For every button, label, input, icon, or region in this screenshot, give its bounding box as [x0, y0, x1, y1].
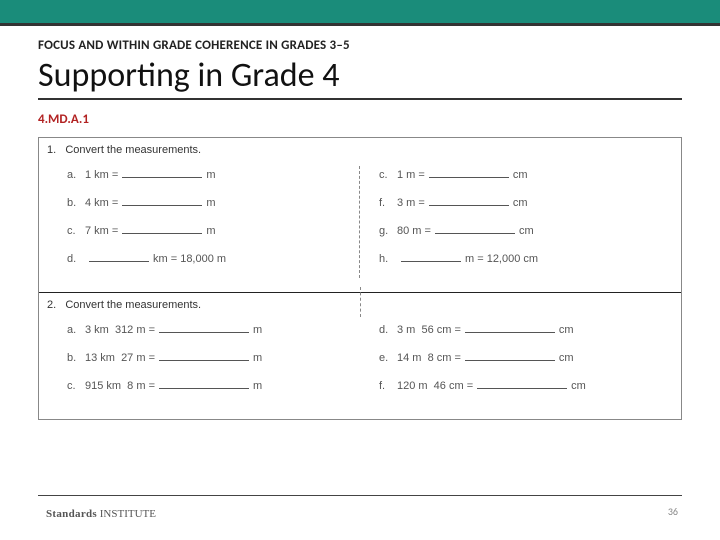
item-row: c. 7 km = m — [67, 222, 347, 250]
blank-line — [122, 194, 202, 206]
item-row: f. 3 m = cm — [379, 194, 659, 222]
item-unit: cm — [513, 197, 528, 209]
item-unit: cm — [519, 225, 534, 237]
blank-line — [429, 166, 509, 178]
blank-line — [89, 250, 149, 262]
item-letter: f. — [379, 197, 397, 209]
item-letter: c. — [67, 225, 85, 237]
item-letter: c. — [67, 380, 85, 392]
item-unit: cm — [559, 324, 574, 336]
item-unit: m — [206, 169, 215, 181]
footer-logo: Standards INSTITUTE — [46, 508, 156, 520]
section-1-prompt: Convert the measurements. — [65, 144, 201, 156]
item-row: d. km = 18,000 m — [67, 250, 347, 278]
item-text: 13 km 27 m = — [85, 352, 155, 364]
blank-line — [465, 349, 555, 361]
footer-logo-rest: INSTITUTE — [97, 508, 156, 520]
item-text: 120 m 46 cm = — [397, 380, 473, 392]
slide-content: FOCUS AND WITHIN GRADE COHERENCE IN GRAD… — [0, 26, 720, 420]
item-unit: m — [253, 380, 262, 392]
item-row: g. 80 m = cm — [379, 222, 659, 250]
item-row: h. m = 12,000 cm — [379, 250, 659, 278]
blank-line — [122, 222, 202, 234]
top-bar — [0, 0, 720, 26]
item-row: b. 13 km 27 m = m — [67, 349, 347, 377]
item-text: 3 m = — [397, 197, 425, 209]
section-2-right-col: d. 3 m 56 cm = cm e. 14 m 8 cm = cm f. 1… — [359, 321, 671, 405]
item-unit: cm — [571, 380, 586, 392]
section-2-header: 2. Convert the measurements. — [47, 299, 671, 311]
item-text: 915 km 8 m = — [85, 380, 155, 392]
column-divider — [359, 166, 360, 278]
standard-code: 4.MD.A.1 — [38, 112, 682, 127]
item-letter: b. — [67, 352, 85, 364]
eyebrow-text: FOCUS AND WITHIN GRADE COHERENCE IN GRAD… — [38, 38, 682, 53]
section-2-prompt: Convert the measurements. — [65, 299, 201, 311]
blank-line — [159, 377, 249, 389]
item-row: e. 14 m 8 cm = cm — [379, 349, 659, 377]
section-2-left-col: a. 3 km 312 m = m b. 13 km 27 m = m c. 9… — [47, 321, 359, 405]
footer-rule — [38, 495, 682, 496]
item-text: 7 km = — [85, 225, 118, 237]
item-row: c. 915 km 8 m = m — [67, 377, 347, 405]
item-row: a. 1 km = m — [67, 166, 347, 194]
blank-line — [465, 321, 555, 333]
item-letter: a. — [67, 324, 85, 336]
item-row: d. 3 m 56 cm = cm — [379, 321, 659, 349]
item-text: km = 18,000 m — [153, 253, 226, 265]
item-row: a. 3 km 312 m = m — [67, 321, 347, 349]
item-letter: b. — [67, 197, 85, 209]
item-unit: m — [206, 225, 215, 237]
page-title: Supporting in Grade 4 — [38, 55, 682, 100]
item-letter: f. — [379, 380, 397, 392]
item-text: 3 m 56 cm = — [397, 324, 461, 336]
worksheet: 1. Convert the measurements. a. 1 km = m… — [38, 137, 682, 420]
page-number: 36 — [668, 505, 678, 518]
item-unit: m — [206, 197, 215, 209]
section-1-num: 1. — [47, 144, 56, 156]
item-text: 3 km 312 m = — [85, 324, 155, 336]
item-unit: m — [253, 352, 262, 364]
item-letter: e. — [379, 352, 397, 364]
item-letter: d. — [67, 253, 85, 265]
item-row: b. 4 km = m — [67, 194, 347, 222]
item-text: m = 12,000 cm — [465, 253, 538, 265]
footer-logo-bold: Standards — [46, 508, 97, 520]
item-unit: cm — [513, 169, 528, 181]
item-text: 4 km = — [85, 197, 118, 209]
item-letter: h. — [379, 253, 397, 265]
column-divider — [360, 287, 361, 317]
item-letter: d. — [379, 324, 397, 336]
section-2-num: 2. — [47, 299, 56, 311]
item-row: c. 1 m = cm — [379, 166, 659, 194]
worksheet-section-2: 2. Convert the measurements. a. 3 km 312… — [39, 292, 681, 419]
blank-line — [159, 321, 249, 333]
item-row: f. 120 m 46 cm = cm — [379, 377, 659, 405]
worksheet-section-1: 1. Convert the measurements. a. 1 km = m… — [39, 138, 681, 292]
blank-line — [477, 377, 567, 389]
item-text: 1 m = — [397, 169, 425, 181]
section-1-header: 1. Convert the measurements. — [47, 144, 671, 156]
item-text: 14 m 8 cm = — [397, 352, 461, 364]
section-1-left-col: a. 1 km = m b. 4 km = m c. 7 km = — [47, 166, 359, 278]
item-unit: cm — [559, 352, 574, 364]
item-letter: c. — [379, 169, 397, 181]
blank-line — [122, 166, 202, 178]
item-text: 1 km = — [85, 169, 118, 181]
blank-line — [429, 194, 509, 206]
section-1-right-col: c. 1 m = cm f. 3 m = cm g. 80 m = — [359, 166, 671, 278]
item-letter: a. — [67, 169, 85, 181]
item-text: 80 m = — [397, 225, 431, 237]
blank-line — [435, 222, 515, 234]
item-letter: g. — [379, 225, 397, 237]
item-unit: m — [253, 324, 262, 336]
blank-line — [401, 250, 461, 262]
blank-line — [159, 349, 249, 361]
